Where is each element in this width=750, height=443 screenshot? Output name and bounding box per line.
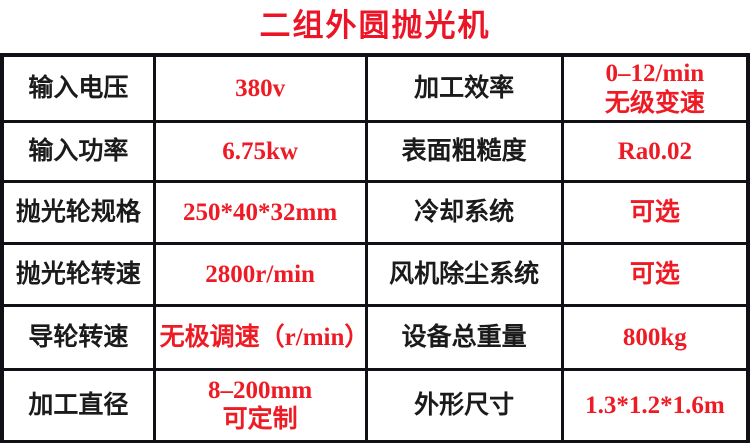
spec-value-guide-speed: 无极调速（r/min） — [152, 304, 369, 371]
table-row: 输入电压 380v 加工效率 0–12/min 无级变速 — [0, 53, 750, 123]
spec-value-work-diameter: 8–200mm 可定制 — [152, 368, 368, 443]
spec-label-dust-system: 风机除尘系统 — [364, 242, 564, 307]
spec-label-input-power: 输入功率 — [0, 120, 156, 183]
spec-value-dimensions: 1.3*1.2*1.6m — [560, 368, 750, 443]
spec-label-dimensions: 外形尺寸 — [364, 368, 564, 443]
spec-value-dust-system: 可选 — [560, 242, 750, 307]
spec-label-wheel-speed: 抛光轮转速 — [0, 242, 156, 307]
spec-label-roughness: 表面粗糙度 — [364, 120, 564, 183]
spec-label-cooling: 冷却系统 — [364, 180, 564, 245]
spec-label-efficiency: 加工效率 — [364, 53, 564, 123]
spec-label-wheel-size: 抛光轮规格 — [0, 180, 156, 245]
spec-value-cooling: 可选 — [560, 180, 750, 245]
spec-label-guide-speed: 导轮转速 — [0, 304, 156, 371]
spec-value-wheel-speed: 2800r/min — [152, 242, 368, 307]
table-row: 抛光轮规格 250*40*32mm 冷却系统 可选 — [0, 180, 750, 245]
spec-value-input-voltage: 380v — [152, 53, 368, 123]
spec-table: 输入电压 380v 加工效率 0–12/min 无级变速 输入功率 6.75kw… — [0, 53, 750, 443]
table-row: 导轮转速 无极调速（r/min） 设备总重量 800kg — [0, 304, 750, 371]
spec-value-efficiency: 0–12/min 无级变速 — [560, 53, 750, 123]
page-title: 二组外圆抛光机 — [259, 8, 491, 43]
spec-label-input-voltage: 输入电压 — [0, 53, 156, 123]
spec-value-roughness: Ra0.02 — [560, 120, 750, 183]
table-row: 加工直径 8–200mm 可定制 外形尺寸 1.3*1.2*1.6m — [0, 368, 750, 443]
table-row: 抛光轮转速 2800r/min 风机除尘系统 可选 — [0, 242, 750, 307]
spec-value-input-power: 6.75kw — [152, 120, 368, 183]
spec-value-total-weight: 800kg — [560, 304, 750, 371]
table-row: 输入功率 6.75kw 表面粗糙度 Ra0.02 — [0, 120, 750, 183]
spec-label-work-diameter: 加工直径 — [0, 368, 156, 443]
spec-label-total-weight: 设备总重量 — [364, 304, 564, 371]
spec-value-wheel-size: 250*40*32mm — [152, 180, 368, 245]
